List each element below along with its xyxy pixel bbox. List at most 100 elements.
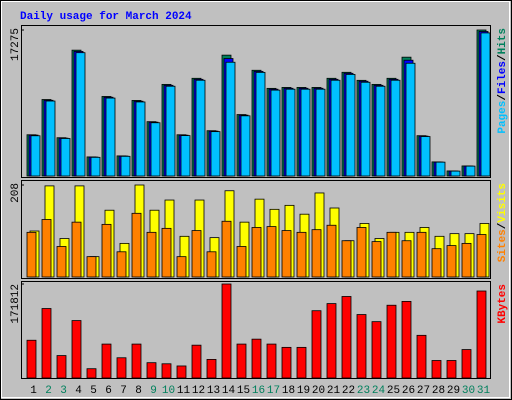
legend-separator: / — [497, 222, 509, 229]
x-tick-label: 15 — [237, 385, 250, 397]
bar — [341, 240, 352, 278]
legend-separator: / — [497, 54, 509, 61]
legend: KBytes — [497, 284, 509, 324]
bar — [26, 231, 37, 278]
bar — [221, 220, 232, 278]
bar — [90, 156, 101, 177]
bar — [390, 79, 401, 177]
bar — [356, 227, 367, 278]
x-tick-label: 24 — [372, 385, 386, 397]
bar — [356, 314, 367, 379]
x-tick-label: 14 — [222, 385, 236, 397]
bar — [345, 74, 356, 177]
bar — [116, 251, 127, 278]
bar — [86, 256, 97, 278]
legend-entry: Hits — [497, 28, 509, 54]
bar — [180, 135, 191, 177]
bar — [255, 71, 266, 177]
y-tick-label: 208 — [10, 183, 22, 203]
x-tick-label: 19 — [297, 385, 310, 397]
bar — [101, 223, 112, 278]
y-tick-label: 171812 — [10, 284, 22, 324]
x-tick-label: 22 — [342, 385, 355, 397]
bar — [206, 251, 217, 278]
x-tick-label: 21 — [327, 385, 341, 397]
x-tick-label: 28 — [432, 385, 445, 397]
bar — [146, 231, 157, 278]
bar — [420, 136, 431, 177]
x-tick-label: 5 — [90, 385, 97, 397]
bar — [146, 362, 157, 379]
bar — [465, 165, 476, 177]
legend-entry: Pages — [497, 101, 509, 134]
bar — [435, 161, 446, 177]
bar — [225, 61, 236, 177]
bar — [416, 231, 427, 278]
x-tick-label: 20 — [312, 385, 325, 397]
legend-entry: Files — [497, 61, 509, 94]
bar — [176, 256, 187, 278]
bar — [371, 241, 382, 278]
bar — [191, 344, 202, 379]
bar — [326, 224, 337, 278]
x-tick-label: 9 — [150, 385, 157, 397]
bar — [281, 230, 292, 278]
bar — [236, 343, 247, 379]
bar — [375, 85, 386, 177]
x-tick-label: 3 — [60, 385, 67, 397]
x-tick-label: 17 — [267, 385, 280, 397]
bar — [461, 349, 472, 379]
x-tick-label: 26 — [402, 385, 415, 397]
bar — [401, 301, 412, 379]
bar — [116, 357, 127, 379]
bar — [150, 122, 161, 177]
bar — [300, 88, 311, 177]
bar — [60, 138, 71, 177]
bar — [86, 368, 97, 379]
chart-title: Daily usage for March 2024 — [20, 11, 192, 23]
bar — [236, 246, 247, 278]
bar — [71, 320, 82, 379]
bar — [341, 296, 352, 379]
x-tick-label: 13 — [207, 385, 220, 397]
bar — [191, 230, 202, 278]
x-tick-label: 12 — [192, 385, 205, 397]
x-tick-label: 16 — [252, 385, 265, 397]
bar — [266, 226, 277, 278]
bar — [401, 240, 412, 278]
bar — [56, 246, 67, 278]
bar — [221, 283, 232, 379]
bar — [161, 363, 172, 379]
bar — [311, 310, 322, 379]
bar — [311, 229, 322, 278]
x-tick-label: 1 — [30, 385, 37, 397]
x-tick-label: 18 — [282, 385, 295, 397]
bar — [446, 245, 457, 278]
bar — [120, 155, 131, 177]
bar — [135, 101, 146, 177]
bar — [296, 231, 307, 278]
bar — [206, 358, 217, 379]
bar — [131, 343, 142, 379]
bar — [75, 52, 86, 177]
bar — [330, 79, 341, 177]
bar — [461, 242, 472, 278]
bar — [386, 231, 397, 278]
x-tick-label: 27 — [417, 385, 430, 397]
bar — [431, 248, 442, 278]
x-tick-label: 25 — [387, 385, 400, 397]
bar — [41, 219, 52, 278]
x-tick-label: 31 — [477, 385, 491, 397]
bar — [101, 343, 112, 379]
x-tick-label: 23 — [357, 385, 370, 397]
bar — [210, 131, 221, 177]
bar — [476, 290, 487, 379]
x-tick-label: 11 — [177, 385, 191, 397]
bar — [386, 304, 397, 379]
bar — [371, 321, 382, 379]
bar — [41, 308, 52, 379]
bar — [270, 89, 281, 177]
bar — [416, 334, 427, 379]
